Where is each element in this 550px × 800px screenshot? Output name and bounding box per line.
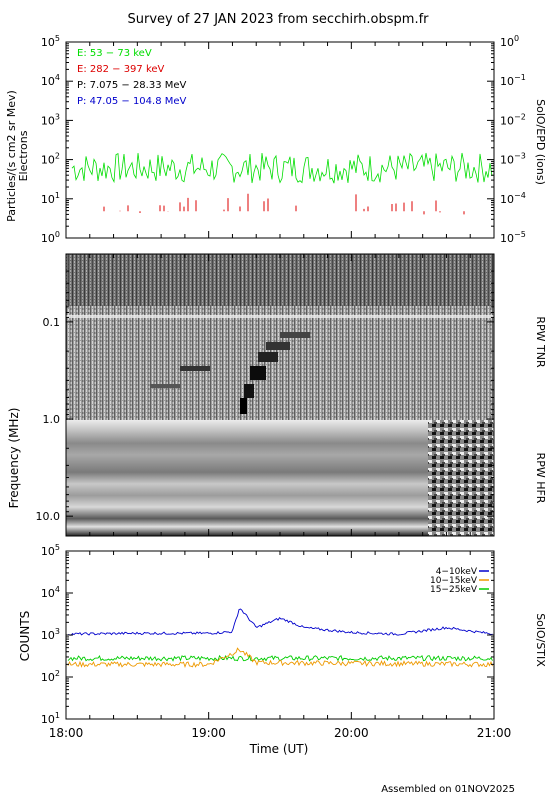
- epd-ytick-label-left: 104: [41, 73, 60, 88]
- tnr-bright-line: [66, 315, 494, 318]
- stix-ytick-label: 105: [41, 543, 60, 558]
- epd-ylabel-right: SolO/EPD (ions): [534, 99, 547, 185]
- epd-plot-frame: [65, 41, 495, 239]
- epd-ytick-label-left: 102: [41, 152, 60, 167]
- x-tick-label: 18:00: [49, 726, 84, 740]
- stix-series-10-15kev: [67, 647, 493, 669]
- epd-legend-item-1: E: 53 − 73 keV: [77, 48, 152, 59]
- x-tick-label: 21:00: [477, 726, 512, 740]
- stix-legend-item-3: 15−25keV: [430, 585, 478, 595]
- epd-ylabel-left-sub: Electrons: [17, 130, 30, 181]
- epd-ytick-label-right: 10−1: [500, 73, 526, 88]
- epd-ylabel-left: Particles/(s cm2 sr Mev): [5, 90, 18, 222]
- epd-panel: 100 101 102 103 104 105 10−5 10−4 10−3 10−2 10−1 10…: [5, 34, 547, 245]
- rpw-ylabel-tnr: RPW TNR: [534, 316, 547, 368]
- stix-legend-item-1: 4−10keV: [436, 567, 478, 577]
- epd-ytick-label-left: 101: [41, 191, 60, 206]
- epd-legend-item-4: P: 47.05 − 104.8 MeV: [77, 96, 187, 107]
- rpw-ticks: 0.1 1.0 10.0: [36, 253, 495, 536]
- tnr-upper-band: [66, 254, 494, 306]
- epd-ytick-label-right: 10−3: [500, 152, 526, 167]
- stix-legend: 4−10keV 10−15keV 15−25keV: [430, 567, 489, 595]
- stix-ticks: 101 102 103 104 105 18:00 19:00 20:00 21:00: [41, 543, 511, 740]
- stix-ylabel: COUNTS: [18, 611, 32, 662]
- epd-series-line-green: [71, 152, 493, 184]
- rpw-ylabel-hfr: RPW HFR: [534, 453, 547, 504]
- epd-ytick-label-left: 103: [41, 112, 60, 127]
- stix-ytick-label: 103: [41, 627, 60, 642]
- hfr-spectrogram: [66, 420, 428, 536]
- epd-ytick-label-right: 10−4: [500, 191, 526, 206]
- rpw-ylabel: Frequency (MHz): [7, 408, 21, 509]
- assembled-footer: Assembled on 01NOV2025: [381, 784, 515, 795]
- x-tick-label: 20:00: [334, 726, 369, 740]
- stix-ytick-label: 102: [41, 669, 60, 684]
- epd-series-group: [71, 152, 493, 215]
- epd-ytick-label-left: 100: [41, 230, 60, 245]
- type-iii-burst: [150, 332, 310, 414]
- rpw-ytick-label: 0.1: [43, 316, 61, 329]
- x-tick-label: 19:00: [191, 726, 226, 740]
- epd-ytick-label-right: 100: [500, 34, 519, 49]
- epd-legend-item-2: E: 282 − 397 keV: [77, 64, 165, 75]
- epd-legend-item-3: P: 7.075 − 28.33 MeV: [77, 80, 187, 91]
- stix-ytick-label: 104: [41, 585, 60, 600]
- rpw-panel: 0.1 1.0 10.0 Frequency (MHz) RPW TNR RPW H…: [7, 253, 547, 537]
- figure-title: Survey of 27 JAN 2023 from secchirh.obsp…: [128, 12, 430, 27]
- stix-panel: 101 102 103 104 105 18:00 19:00 20:00 21:00 4−10…: [18, 543, 547, 756]
- stix-series-4-10kev: [67, 608, 493, 636]
- epd-ticks: 100 101 102 103 104 105 10−5 10−4 10−3 10−2 10−1 10…: [41, 34, 526, 245]
- rpw-ytick-label: 1.0: [43, 413, 61, 426]
- epd-legend: E: 53 − 73 keV E: 282 − 397 keV P: 7.075…: [77, 48, 187, 107]
- epd-ytick-label-right: 10−5: [500, 230, 526, 245]
- rpw-ytick-label: 10.0: [36, 510, 61, 523]
- hfr-spectrogram-late: [428, 420, 494, 536]
- stix-ytick-label: 101: [41, 711, 60, 726]
- epd-ytick-label-right: 10−2: [500, 112, 526, 127]
- epd-ytick-label-left: 105: [41, 34, 60, 49]
- stix-legend-item-2: 10−15keV: [430, 576, 478, 586]
- stix-ylabel-right: SolO/STIX: [534, 613, 547, 667]
- stix-series-group: [67, 608, 493, 669]
- stix-xlabel: Time (UT): [249, 742, 309, 756]
